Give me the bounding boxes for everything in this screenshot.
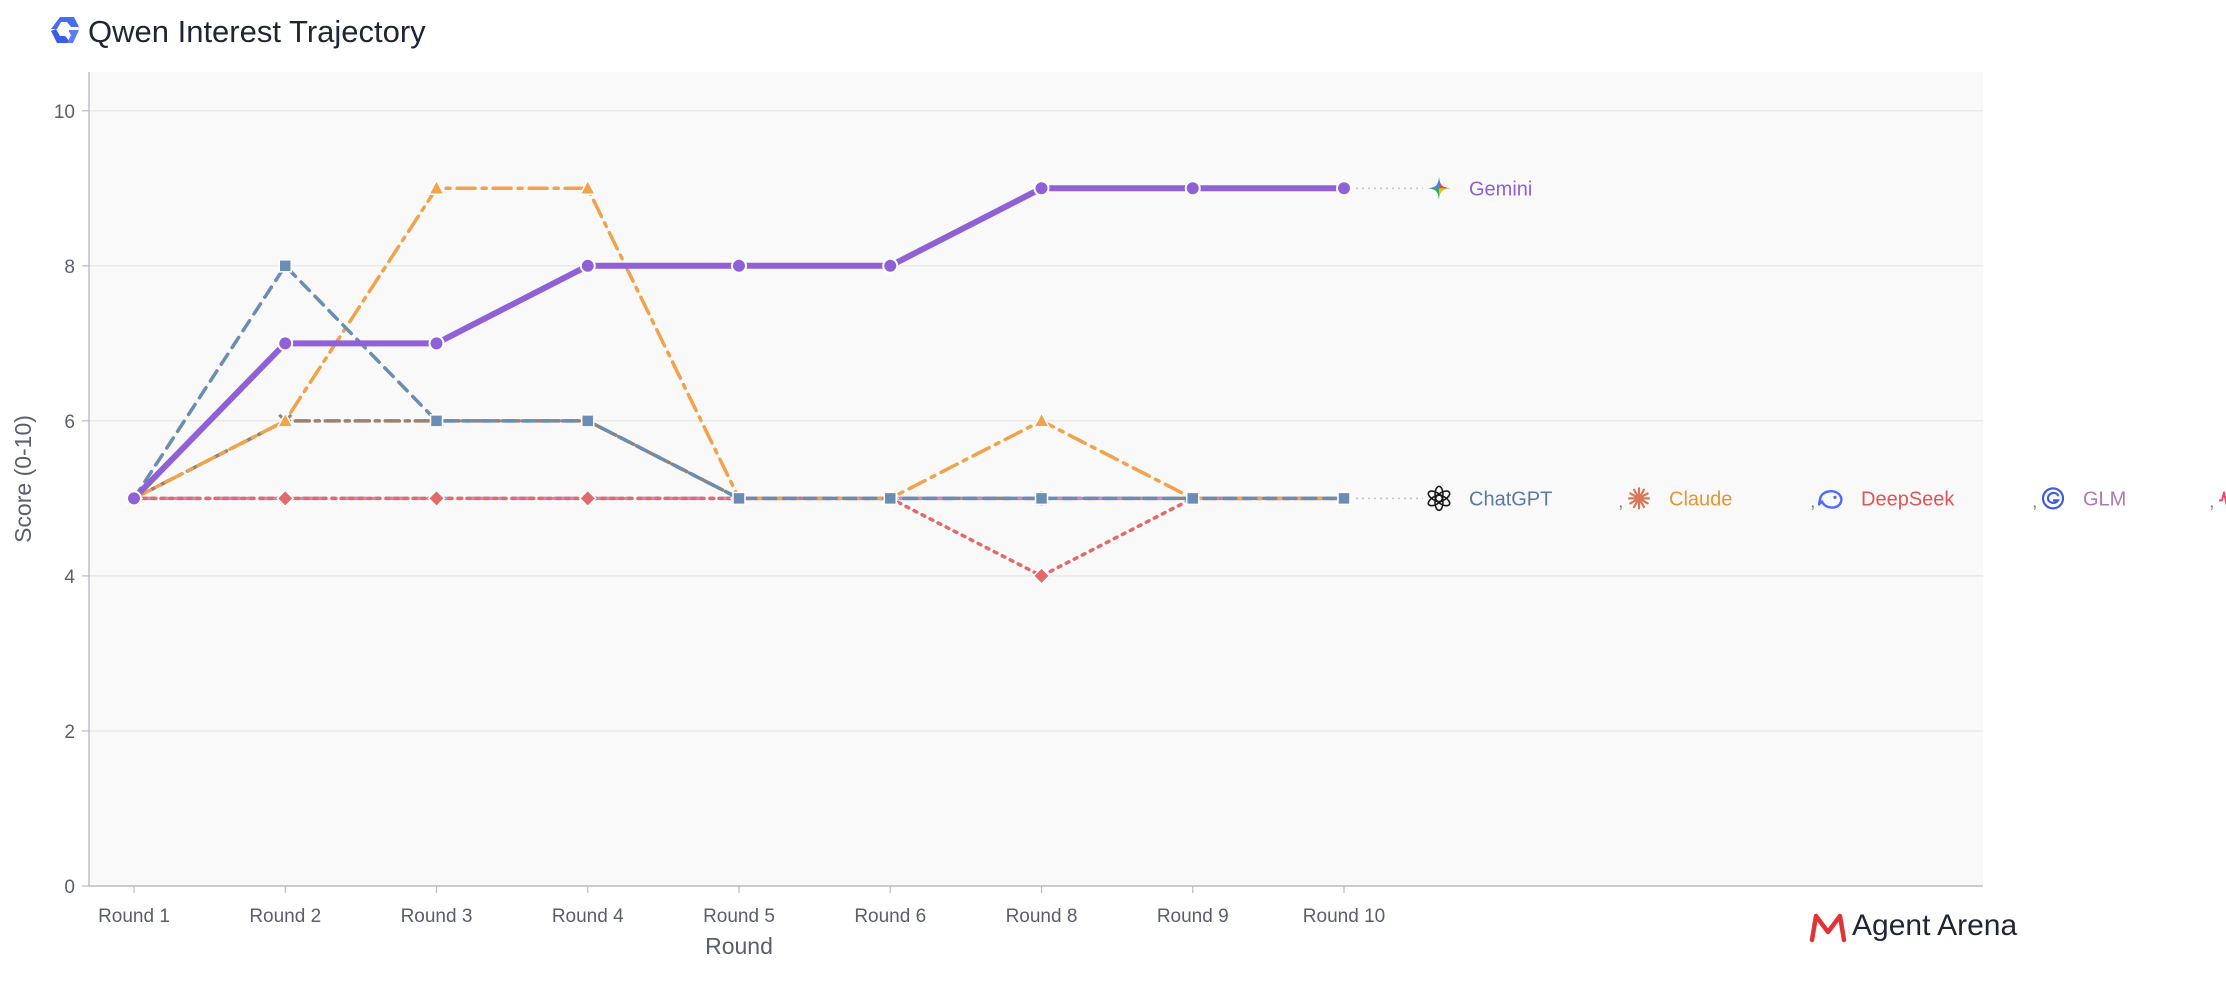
- data-point: [429, 414, 444, 428]
- y-axis-title: Score (0-10): [10, 415, 36, 543]
- y-tick-label: 6: [64, 412, 75, 433]
- series-gemini: [126, 180, 1352, 507]
- series-lines: [124, 178, 1354, 585]
- x-tick-label: Round 2: [249, 906, 321, 927]
- legend-separator: ,: [2032, 490, 2038, 512]
- data-point: [1186, 491, 1200, 506]
- y-tick-label: 4: [64, 567, 75, 588]
- data-point: [428, 335, 445, 352]
- data-point: [882, 257, 899, 274]
- legend: Gemini ChatGPT, Claude, DeepSeek, GLM, MiniMa…: [1356, 177, 2226, 512]
- legend-label: ChatGPT: [1469, 488, 1552, 510]
- x-tick-label: Round 5: [703, 906, 775, 927]
- x-tick-label: Round 1: [98, 906, 170, 927]
- x-tick-label: Round 6: [854, 906, 926, 927]
- qwen-logo-icon: [51, 17, 79, 43]
- data-point: [278, 259, 292, 273]
- data-point: [1337, 491, 1351, 506]
- data-point: [1034, 491, 1049, 506]
- legend-label: GLM: [2083, 488, 2126, 510]
- glm-spiral-icon: [2041, 487, 2065, 510]
- data-point: [277, 335, 294, 352]
- x-tick-label: Round 10: [1303, 906, 1385, 927]
- data-point: [1184, 180, 1201, 197]
- legend-separator: ,: [1810, 490, 1816, 512]
- data-point: [427, 178, 446, 196]
- legend-entry-minimax: MiniMax: [2219, 491, 2226, 507]
- series-line-chatgpt: [132, 264, 1346, 501]
- axes: 0 2 4 6 8 10 Round 1 Round 2 Round 3 Round 4 Round…: [54, 72, 1983, 927]
- minimax-wave-icon: [2219, 491, 2226, 507]
- x-tick-label: Round 4: [552, 906, 624, 927]
- legend-label: Gemini: [1469, 178, 1532, 200]
- legend-entry-glm: GLM: [2041, 487, 2126, 510]
- chart-title-group: Qwen Interest Trajectory: [51, 14, 426, 49]
- data-point: [579, 257, 596, 274]
- x-tick-label: Round 3: [401, 906, 473, 927]
- agent-arena-brand: Agent Arena: [1809, 909, 2017, 943]
- brand-name: Agent Arena: [1852, 909, 2017, 942]
- data-point: [578, 489, 597, 508]
- gemini-sparkle-icon: [1428, 177, 1450, 200]
- x-tick-label: Round 9: [1157, 906, 1229, 927]
- x-tick-label: Round 8: [1006, 906, 1078, 927]
- y-tick-label: 10: [54, 102, 75, 123]
- legend-label: DeepSeek: [1861, 488, 1955, 510]
- legend-entry-gemini: Gemini: [1428, 177, 1532, 200]
- data-point: [1033, 180, 1050, 197]
- data-point: [276, 489, 295, 508]
- data-point: [732, 491, 746, 506]
- data-point: [581, 414, 595, 428]
- data-point: [883, 491, 897, 506]
- chart-title: Qwen Interest Trajectory: [88, 14, 426, 49]
- data-point: [1032, 566, 1051, 585]
- agent-arena-logo-icon: [1809, 913, 1847, 943]
- data-point: [731, 257, 747, 274]
- y-tick-label: 2: [64, 722, 75, 743]
- legend-separator: ,: [2209, 490, 2215, 512]
- series-chatgpt: [127, 259, 1351, 506]
- plot-area: [89, 72, 1983, 886]
- data-point: [1336, 180, 1352, 197]
- legend-entry-deepseek: DeepSeek: [1817, 488, 1955, 510]
- legend-entry-claude: Claude: [1627, 487, 1732, 510]
- legend-label: Claude: [1669, 488, 1732, 510]
- legend-entry-chatgpt: ChatGPT: [1427, 485, 1552, 512]
- openai-knot-icon: [1427, 485, 1451, 512]
- data-point: [126, 490, 142, 507]
- data-point: [578, 178, 597, 196]
- data-point: [1032, 411, 1051, 428]
- deepseek-whale-icon: [1817, 489, 1843, 509]
- y-tick-label: 0: [64, 877, 75, 898]
- data-point: [276, 411, 295, 428]
- x-axis-title: Round: [705, 933, 773, 959]
- legend-separator: ,: [1618, 490, 1624, 512]
- data-point: [427, 489, 446, 508]
- claude-burst-icon: [1627, 487, 1651, 510]
- y-tick-label: 8: [64, 257, 75, 278]
